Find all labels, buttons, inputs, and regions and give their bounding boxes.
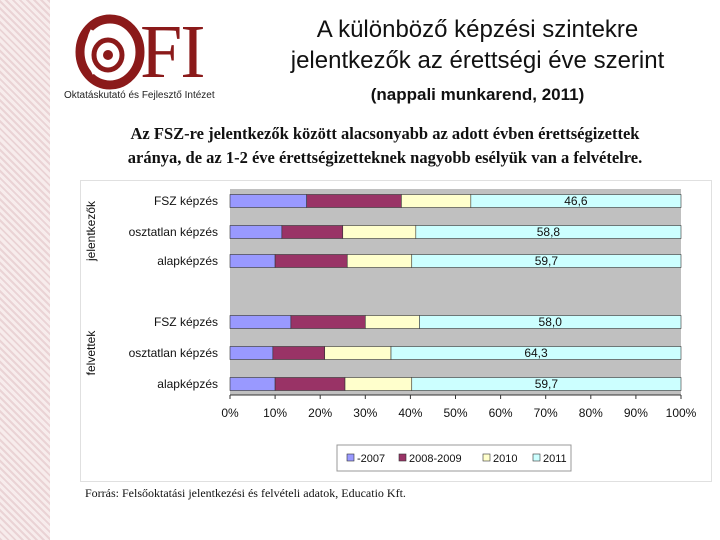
- page-title: A különböző képzési szintekre jelentkező…: [235, 14, 720, 76]
- logo-spiral-icon: [75, 14, 145, 90]
- bar-4-series-1: [229, 315, 292, 329]
- x-tick-label: 0%: [221, 406, 239, 420]
- group-label: jelentkezők: [84, 200, 98, 262]
- chart-panel: 46,6 FSZ képzés 58,8 osztatlan képzés 59,7 al…: [80, 180, 712, 482]
- x-tick-label: 100%: [666, 406, 697, 420]
- legend-label: 2011: [543, 453, 567, 465]
- legend-swatch: [482, 453, 491, 462]
- x-tick-label: 90%: [624, 406, 648, 420]
- legend-label: 2010: [493, 453, 517, 465]
- lead-line-2: aránya, de az 1-2 éve érettségizetteknek…: [127, 148, 643, 167]
- source-note: Forrás: Felsőoktatási jelentkezési és fe…: [85, 486, 406, 500]
- bar-1-series-2: [306, 194, 402, 208]
- org-name: Oktatáskutató és Fejlesztő Intézet: [64, 90, 215, 101]
- decorative-strip: [0, 0, 50, 540]
- bar-2-series-3: [342, 225, 417, 239]
- data-label: 64,3: [524, 346, 548, 360]
- data-label: 58,0: [539, 315, 563, 329]
- title-line-1: A különböző képzési szintekre: [316, 16, 639, 43]
- logo-letters: FI: [140, 10, 206, 94]
- title-line-2: jelentkezők az érettségi éve szerint: [290, 47, 665, 74]
- bar-4-series-2: [290, 315, 366, 329]
- category-label: alapképzés: [157, 377, 218, 391]
- x-tick-label: 60%: [489, 406, 513, 420]
- ofi-logo: FI: [72, 10, 242, 94]
- bar-5-series-2: [272, 346, 326, 360]
- stacked-bar-chart: 46,6 FSZ képzés 58,8 osztatlan képzés 59,7 al…: [84, 189, 697, 472]
- x-tick-label: 70%: [534, 406, 558, 420]
- bar-3-series-1: [229, 254, 276, 268]
- bar-1-series-1: [229, 194, 307, 208]
- legend-swatch: [398, 453, 407, 462]
- legend-label: 2008-2009: [409, 453, 462, 465]
- legend-box: [336, 444, 572, 472]
- category-label: FSZ képzés: [154, 194, 218, 208]
- bar-5-series-4: [390, 346, 682, 360]
- group-label: felvettek: [84, 330, 98, 376]
- bar-3-series-4: [411, 254, 682, 268]
- data-label: 59,7: [535, 254, 559, 268]
- lead-line-1: Az FSZ-re jelentkezők között alacsonyabb…: [130, 124, 640, 143]
- x-tick-label: 80%: [579, 406, 603, 420]
- legend-swatch: [346, 453, 355, 462]
- category-label: osztatlan képzés: [129, 225, 218, 239]
- legend-swatch: [532, 453, 541, 462]
- bar-5-series-3: [324, 346, 392, 360]
- x-tick-label: 40%: [398, 406, 422, 420]
- bar-4-series-4: [419, 315, 682, 329]
- data-label: 59,7: [535, 377, 559, 391]
- data-label: 46,6: [564, 194, 588, 208]
- category-label: FSZ képzés: [154, 315, 218, 329]
- bar-6-series-4: [411, 377, 682, 391]
- bar-2-series-1: [229, 225, 283, 239]
- x-tick-label: 10%: [263, 406, 287, 420]
- bar-3-series-2: [274, 254, 348, 268]
- bar-2-series-4: [415, 225, 682, 239]
- plot-area: [230, 189, 681, 395]
- category-label: osztatlan képzés: [129, 346, 218, 360]
- legend-label: -2007: [357, 453, 385, 465]
- bar-5-series-1: [229, 346, 274, 360]
- bar-6-series-3: [344, 377, 413, 391]
- bar-6-series-1: [229, 377, 276, 391]
- category-label: alapképzés: [157, 254, 218, 268]
- lead-text: Az FSZ-re jelentkezők között alacsonyabb…: [55, 122, 715, 170]
- x-tick-label: 50%: [443, 406, 467, 420]
- bar-2-series-2: [281, 225, 344, 239]
- x-tick-label: 20%: [308, 406, 332, 420]
- bar-6-series-2: [274, 377, 346, 391]
- data-label: 58,8: [537, 225, 561, 239]
- bar-1-series-3: [401, 194, 472, 208]
- bar-4-series-3: [364, 315, 420, 329]
- page-subtitle: (nappali munkarend, 2011): [370, 85, 585, 104]
- bar-3-series-3: [346, 254, 413, 268]
- bar-1-series-4: [470, 194, 682, 208]
- x-tick-label: 30%: [353, 406, 377, 420]
